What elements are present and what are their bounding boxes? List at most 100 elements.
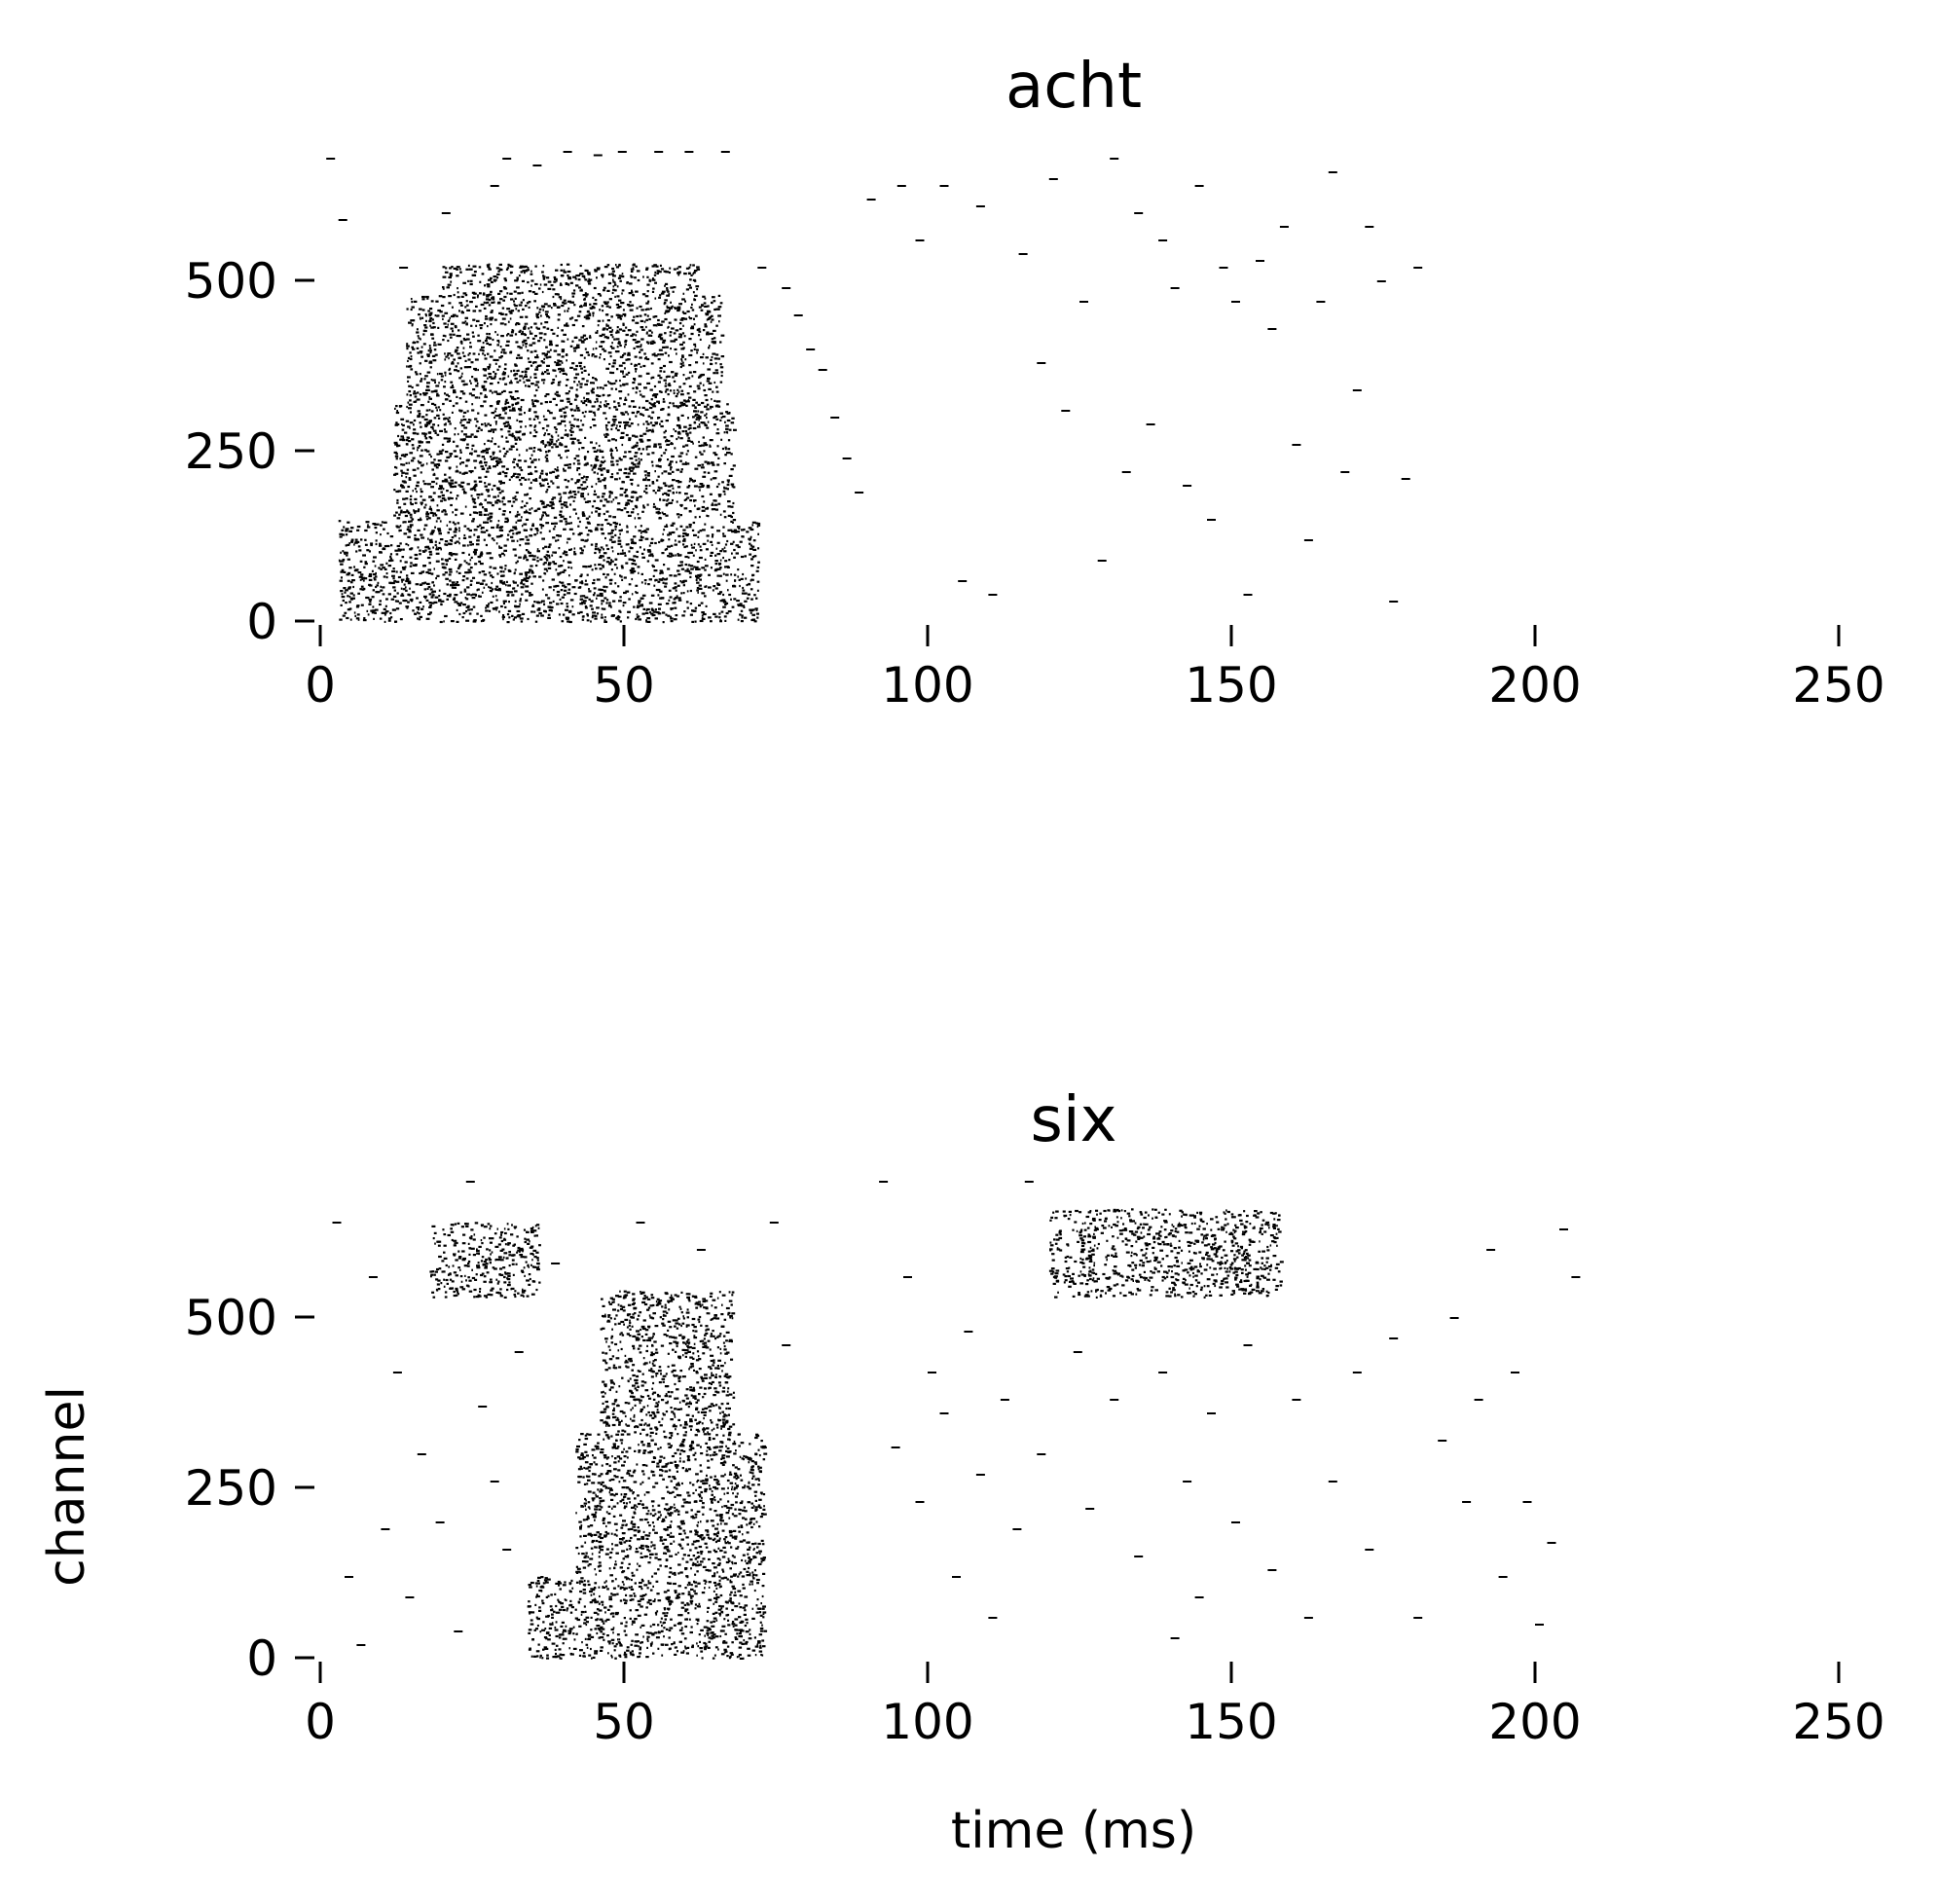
spike [617,585,620,588]
spike [397,575,402,579]
spike [346,573,350,576]
spike [468,435,472,438]
spike [488,293,493,296]
spike [690,306,693,310]
spike [640,344,642,347]
spike [458,564,462,567]
spike [601,600,604,603]
spike [681,534,685,538]
spike [434,431,437,434]
spike [408,478,412,481]
spike [554,293,559,296]
spike [402,588,406,591]
spike [544,354,548,357]
spike [535,614,539,617]
spike [429,553,433,556]
spike [502,600,506,603]
spike [414,553,419,557]
spike [342,614,346,617]
spike [657,318,660,322]
spike [690,543,693,546]
spike [714,554,717,557]
spike [448,482,452,485]
spike [501,373,505,376]
spike [407,359,409,362]
spike [610,273,614,275]
spike [401,422,403,426]
spike [486,377,489,380]
spike [570,430,574,433]
spike [567,270,571,274]
spike [629,309,634,311]
spike [538,482,542,485]
spike [449,453,454,456]
spike [490,574,493,577]
spike [463,588,466,591]
spike [540,527,543,530]
spike [655,265,659,268]
spike [448,573,452,576]
spike [662,513,667,516]
spike [704,595,707,598]
spike [536,548,539,551]
spike [676,352,677,355]
spike [673,268,676,271]
spike [347,521,350,524]
spike [661,552,665,555]
spike [644,408,649,411]
spike [490,601,494,604]
spike [613,572,616,575]
spike [585,398,590,401]
spike [548,543,552,546]
spike [708,347,711,349]
spike [541,588,544,591]
spike [550,341,553,344]
spike [365,596,369,600]
spike [484,414,488,417]
spike [540,469,544,472]
spike [593,424,597,427]
spike [564,424,567,427]
spike [717,457,720,459]
spike [605,428,609,431]
spike [718,494,721,497]
spike [469,570,472,573]
spike [482,579,486,582]
spike [343,570,347,573]
spike [696,266,700,269]
spike [565,392,569,395]
spike [459,449,462,452]
spike [605,586,608,589]
spike [463,471,467,474]
spike [513,290,517,293]
spike [491,581,494,585]
spike [466,458,470,461]
spike [603,548,604,551]
spike [357,545,361,548]
spike [442,334,446,337]
spike [689,551,694,554]
spike [507,417,511,420]
spike [563,528,567,531]
spike [538,308,542,311]
spike [622,372,624,375]
spike [640,525,642,528]
spike [540,305,545,308]
spike [573,368,578,371]
spike [413,474,417,477]
spike [340,570,344,573]
spike [419,373,421,376]
spike [606,522,610,525]
spike [598,467,602,470]
spike [350,527,354,530]
spike [469,452,473,455]
spike [419,308,422,311]
spike [650,537,654,540]
spike [498,529,501,531]
spike [630,275,633,277]
spike [356,604,360,607]
spike [556,603,560,605]
spike [638,362,640,366]
spike [455,365,457,368]
